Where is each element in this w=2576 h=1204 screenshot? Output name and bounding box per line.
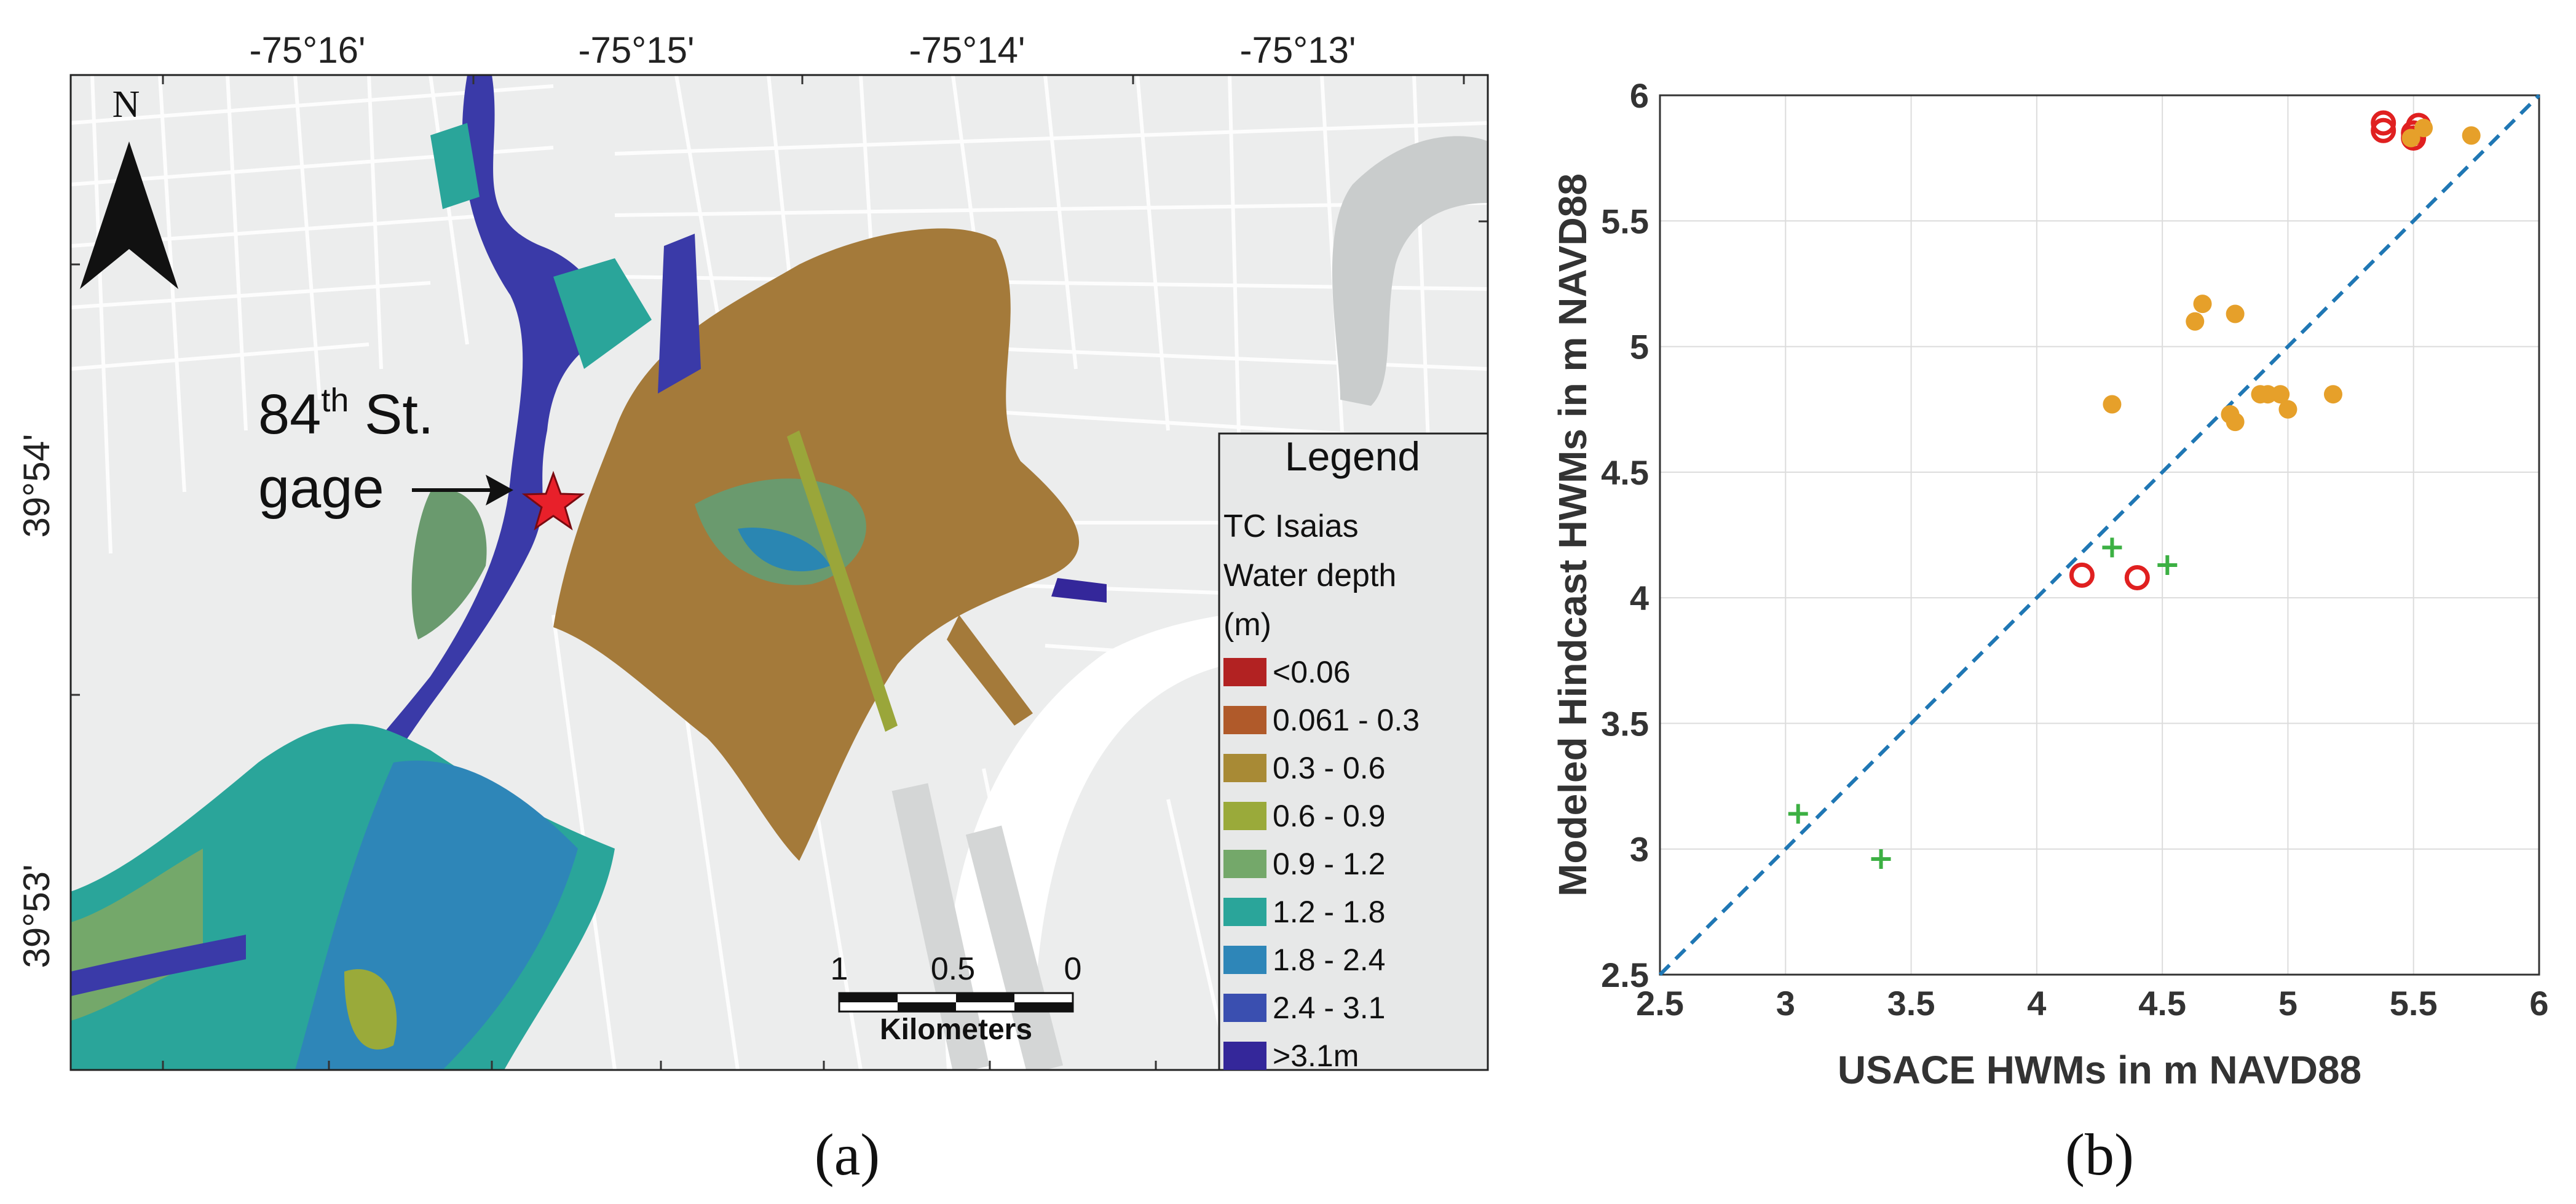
- y-tick-label: 4.5: [1601, 453, 1649, 492]
- point-orange-dot: [2226, 413, 2245, 432]
- svg-text:84th St.: 84th St.: [258, 382, 433, 446]
- point-orange-dot: [2226, 304, 2245, 323]
- x-tick-label: 5.5: [2390, 984, 2438, 1023]
- legend-swatch: [1223, 898, 1266, 926]
- point-red-circle: [2124, 564, 2150, 590]
- legend-item-label: >3.1m: [1273, 1039, 1359, 1073]
- point-green-plus: [2157, 555, 2178, 576]
- point-orange-dot: [2278, 400, 2297, 419]
- map-panel: -75°16' -75°15' -75°14' -75°13' 39°54' 3…: [16, 30, 1489, 1187]
- x-tick-label: 3: [1776, 984, 1795, 1023]
- point-red-circle: [2069, 562, 2095, 588]
- legend-swatch: [1223, 850, 1266, 878]
- legend-swatch: [1223, 754, 1266, 782]
- point-green-plus: [1871, 849, 1891, 869]
- legend-item-label: 0.3 - 0.6: [1273, 751, 1385, 785]
- lat-label-1: 39°54': [16, 434, 57, 538]
- y-tick-label: 6: [1630, 76, 1649, 115]
- point-orange-dot: [2103, 395, 2122, 414]
- gage-label-st: St.: [349, 383, 433, 446]
- legend-swatch: [1223, 802, 1266, 830]
- scale-tick-1: 1: [831, 951, 848, 987]
- plot-frame: [1659, 94, 2540, 976]
- legend-swatch: [1223, 994, 1266, 1022]
- scale-bar: 1 0.5 0 Kilometers: [831, 951, 1082, 1046]
- point-orange-dot: [2186, 312, 2205, 331]
- point-orange-dot: [2401, 129, 2420, 148]
- panel-label-b: (b): [2065, 1122, 2134, 1187]
- legend-item-label: 1.2 - 1.8: [1273, 895, 1385, 929]
- scale-tick-3: 0: [1064, 951, 1082, 987]
- gage-label-gage: gage: [258, 457, 384, 520]
- lon-label-3: -75°14': [909, 30, 1025, 71]
- y-tick-label: 4: [1630, 579, 1649, 617]
- gage-star-icon: [521, 470, 585, 531]
- point-orange-dot: [2462, 126, 2481, 145]
- scatter-plot-panel: 2.5 3 3.5 4 4.5 5 5.5 6 2.5 3 3.5 4 4.5 5 5.5 6 USACE H…: [1525, 0, 2576, 1201]
- x-tick-label: 4: [2027, 984, 2046, 1023]
- legend-subtitle-2: Water depth: [1223, 558, 1396, 593]
- gage-label: 84th St. gage: [258, 382, 433, 520]
- point-orange-dot: [2414, 119, 2433, 138]
- legend-swatch: [1223, 1042, 1266, 1070]
- gage-label-sup: th: [321, 382, 349, 419]
- legend-subtitle-3: (m): [1223, 607, 1271, 643]
- legend-swatch: [1223, 658, 1266, 686]
- x-tick-label: 5: [2278, 984, 2297, 1023]
- point-red-circle: [2371, 110, 2396, 136]
- legend-item-label: 0.9 - 1.2: [1273, 847, 1385, 881]
- gage-label-number: 84: [258, 383, 321, 446]
- gage-arrow-icon: [412, 475, 513, 505]
- x-axis-label: USACE HWMs in m NAVD88: [1838, 1048, 2361, 1092]
- legend-item-label: 0.6 - 0.9: [1273, 799, 1385, 833]
- point-orange-dot: [2271, 385, 2290, 404]
- legend-title: Legend: [1285, 434, 1420, 479]
- lon-label-2: -75°15': [579, 30, 695, 71]
- y-tick-label: 2.5: [1601, 956, 1649, 994]
- legend-subtitle-1: TC Isaias: [1223, 509, 1359, 544]
- legend-item-label: 1.8 - 2.4: [1273, 943, 1385, 977]
- legend-swatch: [1223, 706, 1266, 734]
- scale-unit: Kilometers: [880, 1013, 1032, 1046]
- point-red-circle: [2371, 117, 2396, 143]
- legend-item-label: 2.4 - 3.1: [1273, 991, 1385, 1025]
- scale-tick-2: 0.5: [931, 951, 975, 987]
- legend-swatch: [1223, 946, 1266, 974]
- point-orange-dot: [2323, 385, 2342, 404]
- reference-line: [1658, 93, 2541, 976]
- x-tick-label: 3.5: [1887, 984, 1935, 1023]
- x-tick-label: 4.5: [2138, 984, 2186, 1023]
- north-arrow-icon: N: [80, 84, 178, 289]
- legend: Legend TC Isaias Water depth (m) <0.06 0.…: [1218, 432, 1489, 1073]
- lon-label-1: -75°16': [250, 30, 366, 71]
- x-tick-label: 2.5: [1636, 984, 1684, 1023]
- lat-label-2: 39°53': [16, 865, 57, 968]
- x-tick-label: 6: [2529, 984, 2548, 1023]
- north-label: N: [113, 84, 140, 125]
- legend-item-label: 0.061 - 0.3: [1273, 703, 1420, 737]
- point-orange-dot: [2193, 295, 2212, 314]
- point-green-plus: [1788, 804, 1808, 824]
- y-axis-label: Modeled Hindcast HWMs in m NAVD88: [1551, 173, 1595, 897]
- y-tick-label: 5.5: [1601, 202, 1649, 240]
- legend-item-label: <0.06: [1273, 655, 1351, 689]
- y-tick-label: 5: [1630, 328, 1649, 366]
- point-green-plus: [2102, 537, 2122, 558]
- y-tick-label: 3: [1630, 830, 1649, 869]
- lon-label-4: -75°13': [1240, 30, 1356, 71]
- panel-label-a: (a): [815, 1122, 880, 1187]
- y-tick-label: 3.5: [1601, 704, 1649, 743]
